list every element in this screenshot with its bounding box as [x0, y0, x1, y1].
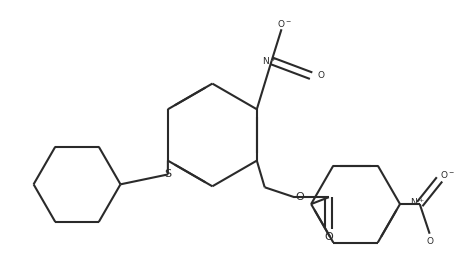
- Text: O: O: [426, 237, 433, 246]
- Text: N$^+$: N$^+$: [410, 196, 425, 208]
- Text: O: O: [317, 71, 325, 80]
- Text: O$^-$: O$^-$: [277, 18, 292, 29]
- Text: S: S: [164, 169, 172, 180]
- Text: O: O: [295, 192, 304, 202]
- Text: N$^+$: N$^+$: [262, 55, 277, 67]
- Text: O: O: [325, 232, 333, 242]
- Text: O$^-$: O$^-$: [440, 169, 454, 180]
